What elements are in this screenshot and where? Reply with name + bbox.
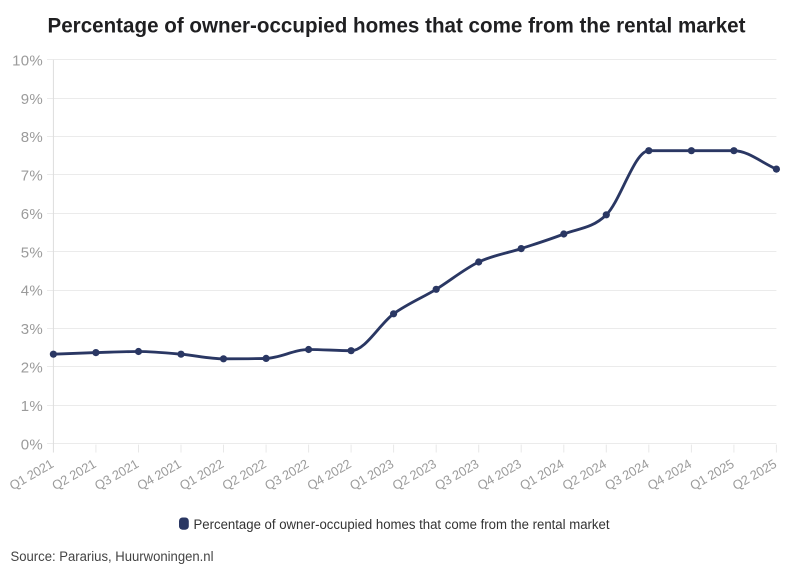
svg-text:4%: 4% [21,283,43,300]
svg-text:2%: 2% [21,360,43,377]
svg-text:10%: 10% [12,52,43,69]
svg-text:Percentage of owner-occupied h: Percentage of owner-occupied homes that … [194,517,610,533]
svg-text:1%: 1% [21,398,43,415]
svg-text:9%: 9% [21,91,43,108]
svg-text:8%: 8% [21,129,43,146]
svg-text:7%: 7% [21,168,43,185]
svg-text:3%: 3% [21,321,43,338]
svg-text:0%: 0% [21,436,43,453]
svg-text:5%: 5% [21,244,43,261]
svg-text:Source: Pararius, Huurwoningen: Source: Pararius, Huurwoningen.nl [11,549,214,565]
svg-text:Percentage of owner-occupied h: Percentage of owner-occupied homes that … [48,14,746,38]
svg-text:6%: 6% [21,206,43,223]
